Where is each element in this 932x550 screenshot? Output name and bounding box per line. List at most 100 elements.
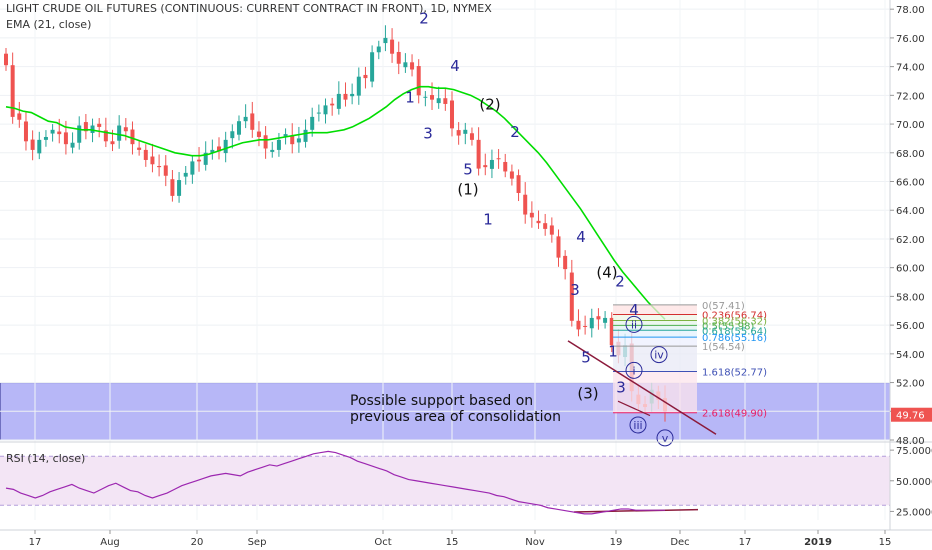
candle[interactable]	[603, 317, 608, 323]
candle[interactable]	[137, 147, 142, 150]
candle[interactable]	[263, 135, 268, 149]
candle[interactable]	[123, 127, 128, 132]
candle[interactable]	[523, 194, 528, 215]
candle[interactable]	[296, 138, 301, 143]
candle[interactable]	[370, 52, 375, 82]
candle[interactable]	[43, 136, 48, 140]
candle[interactable]	[469, 133, 474, 140]
candle[interactable]	[536, 220, 541, 224]
candle[interactable]	[10, 65, 15, 117]
candle[interactable]	[270, 149, 275, 152]
candle[interactable]	[170, 179, 175, 196]
candle[interactable]	[183, 172, 188, 177]
candle[interactable]	[489, 159, 494, 169]
candle[interactable]	[383, 37, 388, 44]
candle[interactable]	[150, 156, 155, 165]
candle[interactable]	[190, 161, 195, 175]
candle[interactable]	[143, 149, 148, 160]
candle[interactable]	[97, 123, 102, 127]
candle[interactable]	[210, 149, 215, 153]
candle[interactable]	[63, 132, 68, 145]
candle[interactable]	[250, 113, 255, 130]
candle[interactable]	[529, 212, 534, 218]
rsi-line[interactable]	[5, 450, 665, 515]
candle[interactable]	[563, 255, 568, 270]
last-price-tag[interactable]	[891, 407, 932, 422]
candle[interactable]	[17, 113, 22, 120]
candle[interactable]	[609, 317, 614, 346]
candle[interactable]	[256, 131, 261, 137]
candle[interactable]	[430, 95, 435, 100]
candle[interactable]	[4, 53, 8, 66]
candle[interactable]	[569, 272, 574, 321]
candle[interactable]	[330, 103, 335, 106]
candle[interactable]	[350, 93, 355, 97]
candle[interactable]	[230, 131, 235, 139]
rsi-layer[interactable]	[0, 441, 932, 515]
candle[interactable]	[363, 74, 368, 79]
candle[interactable]	[403, 62, 408, 68]
candle[interactable]	[396, 51, 401, 64]
candle[interactable]	[476, 139, 481, 169]
candle[interactable]	[503, 161, 508, 172]
candle[interactable]	[496, 158, 501, 160]
candle[interactable]	[390, 39, 395, 54]
candle[interactable]	[410, 62, 415, 70]
candle[interactable]	[130, 129, 135, 145]
candle[interactable]	[316, 112, 321, 114]
candle[interactable]	[596, 316, 601, 320]
candle[interactable]	[83, 122, 88, 132]
candle[interactable]	[50, 129, 55, 134]
candle[interactable]	[516, 175, 521, 193]
candle[interactable]	[103, 130, 108, 142]
candle[interactable]	[90, 125, 95, 133]
candle[interactable]	[236, 121, 241, 135]
candle[interactable]	[276, 139, 281, 150]
candle[interactable]	[416, 66, 421, 96]
candle[interactable]	[463, 129, 468, 134]
candle[interactable]	[197, 159, 202, 162]
candle[interactable]	[576, 320, 581, 330]
candle[interactable]	[323, 105, 328, 115]
support-note: Possible support based on previous area …	[350, 393, 561, 425]
candle[interactable]	[70, 142, 75, 148]
candle[interactable]	[449, 100, 454, 129]
candle[interactable]	[356, 76, 361, 96]
candle[interactable]	[203, 152, 208, 165]
candle[interactable]	[376, 46, 381, 53]
candle[interactable]	[336, 93, 341, 109]
candle[interactable]	[163, 165, 168, 176]
candle[interactable]	[110, 141, 115, 145]
candle[interactable]	[223, 139, 228, 154]
candle[interactable]	[243, 116, 248, 122]
candle[interactable]	[290, 135, 295, 145]
candle[interactable]	[483, 165, 488, 168]
candle[interactable]	[310, 116, 315, 130]
candle[interactable]	[583, 325, 588, 327]
candle[interactable]	[23, 121, 28, 142]
candle[interactable]	[436, 98, 441, 104]
candle[interactable]	[77, 125, 82, 143]
candle[interactable]	[217, 146, 222, 152]
candle[interactable]	[30, 139, 35, 150]
candle[interactable]	[343, 93, 348, 100]
candle[interactable]	[543, 223, 548, 229]
candle[interactable]	[456, 130, 461, 136]
candle[interactable]	[57, 131, 62, 135]
candle[interactable]	[443, 98, 448, 104]
candles-layer[interactable]	[4, 25, 667, 422]
candle[interactable]	[303, 129, 308, 142]
candle[interactable]	[589, 317, 594, 329]
candle[interactable]	[423, 96, 428, 98]
candle[interactable]	[283, 134, 288, 137]
candle[interactable]	[37, 139, 42, 154]
candle[interactable]	[177, 180, 182, 196]
candle[interactable]	[509, 171, 514, 179]
candle[interactable]	[157, 165, 162, 168]
candle[interactable]	[556, 236, 561, 258]
candle[interactable]	[117, 125, 122, 141]
candle[interactable]	[549, 225, 554, 235]
